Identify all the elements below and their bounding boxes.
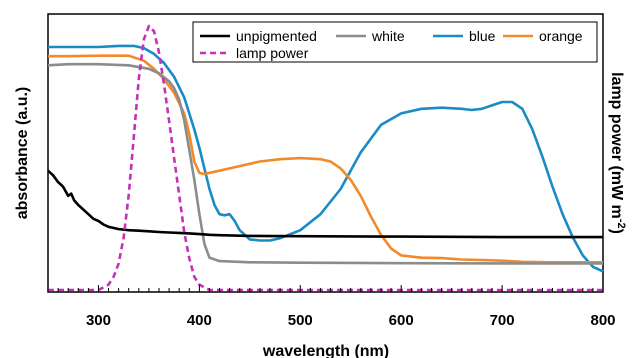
legend-label-lamp-power: lamp power (236, 45, 309, 61)
y-axis-title-left: absorbance (a.u.) (14, 87, 31, 219)
legend-box (192, 21, 598, 63)
legend-label-blue: blue (469, 28, 496, 44)
series-layer (47, 24, 604, 292)
right-title-end: ) (608, 229, 625, 234)
x-ticks: 300 400 500 600 700 800 (47, 285, 616, 329)
legend-label-orange: orange (539, 28, 583, 44)
right-title-sup: -2 (615, 219, 627, 229)
legend-label-unpigmented: unpigmented (236, 28, 317, 44)
series-line-lamp-power (48, 24, 603, 292)
x-tick-label: 800 (590, 312, 615, 329)
x-tick-label: 500 (288, 312, 313, 329)
legend-label-white: white (371, 28, 405, 44)
series-line-blue (48, 44, 604, 273)
x-axis-title: wavelength (nm) (262, 343, 389, 358)
right-title-main: lamp power (mW m (608, 72, 625, 219)
series-line-white (47, 62, 603, 265)
x-tick-label: 600 (389, 312, 414, 329)
x-tick-label: 400 (187, 312, 212, 329)
x-tick-label: 300 (86, 312, 111, 329)
x-tick-label: 700 (490, 312, 515, 329)
legend: unpigmented white blue orange lamp power (192, 21, 598, 63)
y-axis-title-right: lamp power (mW m-2) (608, 72, 627, 234)
series-line-unpigmented (47, 169, 603, 239)
plot-frame (47, 13, 604, 293)
